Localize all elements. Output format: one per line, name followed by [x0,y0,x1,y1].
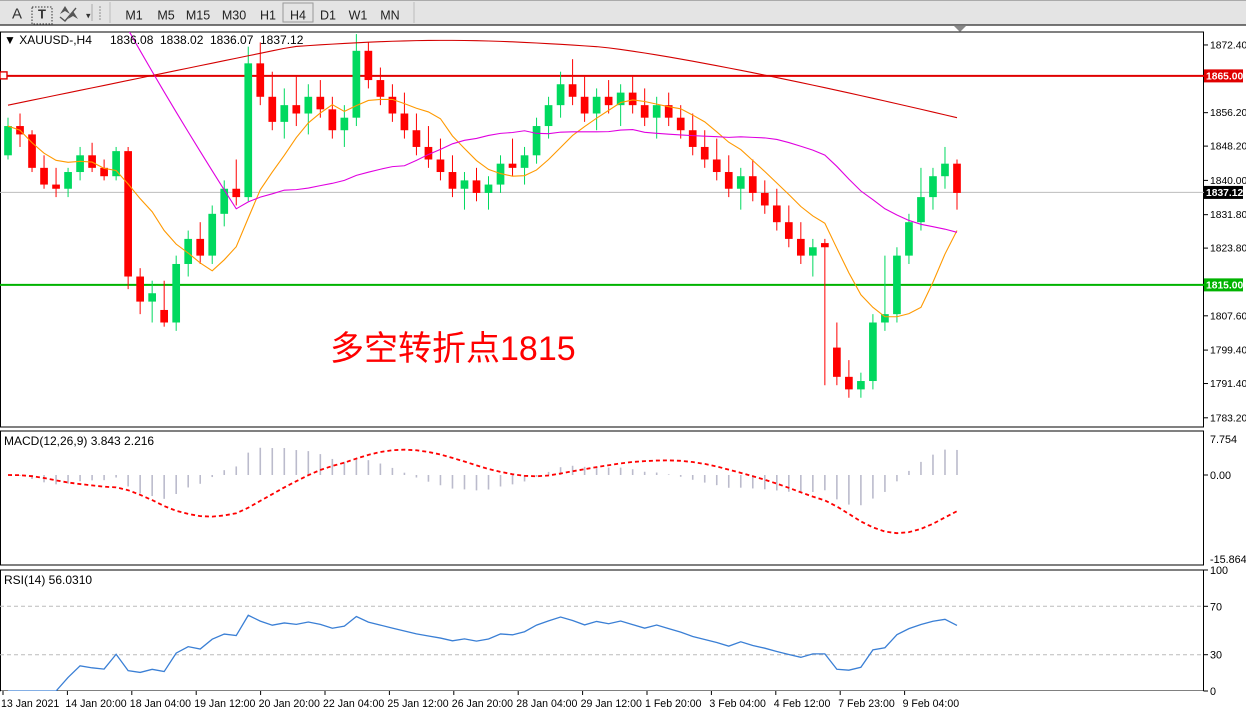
svg-text:13 Jan 2021: 13 Jan 2021 [1,698,59,710]
svg-text:1865.00: 1865.00 [1206,71,1243,82]
svg-text:1 Feb 20:00: 1 Feb 20:00 [645,698,702,710]
svg-text:多空转折点1815: 多空转折点1815 [330,330,576,368]
svg-text:100: 100 [1210,565,1228,577]
svg-text:7.754: 7.754 [1210,434,1237,446]
svg-text:1838.02: 1838.02 [160,33,204,47]
svg-text:1836.08: 1836.08 [110,33,154,47]
svg-text:3 Feb 04:00: 3 Feb 04:00 [709,698,766,710]
svg-text:1840.00: 1840.00 [1210,176,1246,187]
svg-text:H4: H4 [290,9,306,23]
svg-text:1799.40: 1799.40 [1210,346,1246,357]
svg-text:1872.40: 1872.40 [1210,40,1246,51]
svg-text:MACD(12,26,9) 3.843 2.216: MACD(12,26,9) 3.843 2.216 [4,434,154,448]
svg-text:1837.12: 1837.12 [1206,188,1243,199]
svg-text:A: A [12,6,22,23]
svg-text:RSI(14) 56.0310: RSI(14) 56.0310 [4,573,92,587]
svg-text:T: T [38,7,46,22]
svg-text:18 Jan 04:00: 18 Jan 04:00 [130,698,191,710]
svg-text:▾: ▾ [86,11,91,21]
svg-text:1836.07: 1836.07 [210,33,254,47]
svg-text:28 Jan 04:00: 28 Jan 04:00 [516,698,577,710]
svg-text:M15: M15 [186,9,210,23]
svg-text:1783.20: 1783.20 [1210,413,1246,424]
svg-text:70: 70 [1210,601,1222,613]
svg-text:D1: D1 [320,9,336,23]
svg-text:25 Jan 12:00: 25 Jan 12:00 [387,698,448,710]
svg-text:7 Feb 23:00: 7 Feb 23:00 [838,698,895,710]
svg-text:1815.00: 1815.00 [1206,280,1243,291]
svg-text:0.00: 0.00 [1210,470,1231,482]
svg-text:▼ XAUUSD-,H4: ▼ XAUUSD-,H4 [4,33,92,47]
svg-text:W1: W1 [349,9,368,23]
svg-text:1848.20: 1848.20 [1210,142,1246,153]
svg-text:4 Feb 12:00: 4 Feb 12:00 [774,698,831,710]
svg-text:14 Jan 20:00: 14 Jan 20:00 [65,698,126,710]
svg-text:30: 30 [1210,650,1222,662]
svg-text:1856.20: 1856.20 [1210,108,1246,119]
svg-text:26 Jan 20:00: 26 Jan 20:00 [452,698,513,710]
svg-text:20 Jan 20:00: 20 Jan 20:00 [259,698,320,710]
svg-text:M1: M1 [125,9,142,23]
svg-text:1823.80: 1823.80 [1210,244,1246,255]
svg-text:1831.80: 1831.80 [1210,210,1246,221]
svg-text:1791.40: 1791.40 [1210,379,1246,390]
svg-text:H1: H1 [260,9,276,23]
svg-text:M5: M5 [157,9,174,23]
svg-text:19 Jan 12:00: 19 Jan 12:00 [194,698,255,710]
svg-text:1837.12: 1837.12 [260,33,304,47]
svg-text:1807.60: 1807.60 [1210,311,1246,322]
svg-text:22 Jan 04:00: 22 Jan 04:00 [323,698,384,710]
svg-text:29 Jan 12:00: 29 Jan 12:00 [581,698,642,710]
svg-text:0: 0 [1210,686,1216,698]
svg-text:9 Feb 04:00: 9 Feb 04:00 [903,698,960,710]
svg-text:MN: MN [380,9,399,23]
svg-text:M30: M30 [222,9,246,23]
